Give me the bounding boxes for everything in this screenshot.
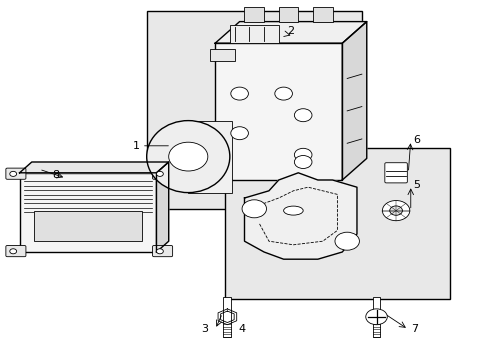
Circle shape bbox=[230, 87, 248, 100]
FancyBboxPatch shape bbox=[6, 246, 26, 257]
Circle shape bbox=[382, 201, 409, 221]
Circle shape bbox=[10, 171, 17, 176]
Circle shape bbox=[334, 232, 359, 250]
Circle shape bbox=[365, 309, 386, 325]
Circle shape bbox=[294, 109, 311, 122]
Circle shape bbox=[230, 127, 248, 140]
Text: 3: 3 bbox=[201, 324, 207, 334]
Polygon shape bbox=[156, 162, 168, 252]
Text: 6: 6 bbox=[412, 135, 419, 145]
Circle shape bbox=[389, 206, 402, 215]
Bar bbox=[229, 25, 278, 43]
Bar bbox=[215, 43, 342, 180]
Circle shape bbox=[168, 142, 207, 171]
Bar bbox=[372, 297, 380, 337]
Polygon shape bbox=[342, 22, 366, 180]
Circle shape bbox=[294, 156, 311, 168]
FancyBboxPatch shape bbox=[152, 246, 172, 257]
Bar bbox=[34, 211, 142, 241]
Text: 7: 7 bbox=[410, 324, 417, 334]
Polygon shape bbox=[20, 162, 168, 173]
Circle shape bbox=[274, 87, 292, 100]
Text: 1: 1 bbox=[132, 141, 139, 151]
FancyBboxPatch shape bbox=[152, 168, 172, 179]
FancyBboxPatch shape bbox=[146, 11, 361, 209]
Bar bbox=[312, 7, 332, 22]
Circle shape bbox=[156, 171, 163, 176]
Bar bbox=[20, 173, 156, 252]
Text: 2: 2 bbox=[287, 26, 294, 36]
Polygon shape bbox=[244, 173, 356, 259]
Text: 5: 5 bbox=[412, 180, 419, 190]
Circle shape bbox=[10, 249, 17, 254]
Polygon shape bbox=[215, 22, 366, 43]
Bar bbox=[223, 297, 231, 337]
Ellipse shape bbox=[283, 206, 303, 215]
FancyBboxPatch shape bbox=[384, 163, 407, 183]
Bar bbox=[244, 7, 264, 22]
Circle shape bbox=[294, 148, 311, 161]
FancyBboxPatch shape bbox=[224, 148, 449, 299]
Bar bbox=[210, 49, 234, 61]
Ellipse shape bbox=[146, 121, 229, 193]
Bar bbox=[278, 7, 298, 22]
Bar bbox=[188, 121, 232, 193]
Circle shape bbox=[242, 200, 266, 218]
Text: 4: 4 bbox=[238, 324, 245, 334]
Text: 8: 8 bbox=[53, 170, 60, 180]
Circle shape bbox=[156, 249, 163, 254]
FancyBboxPatch shape bbox=[6, 168, 26, 179]
